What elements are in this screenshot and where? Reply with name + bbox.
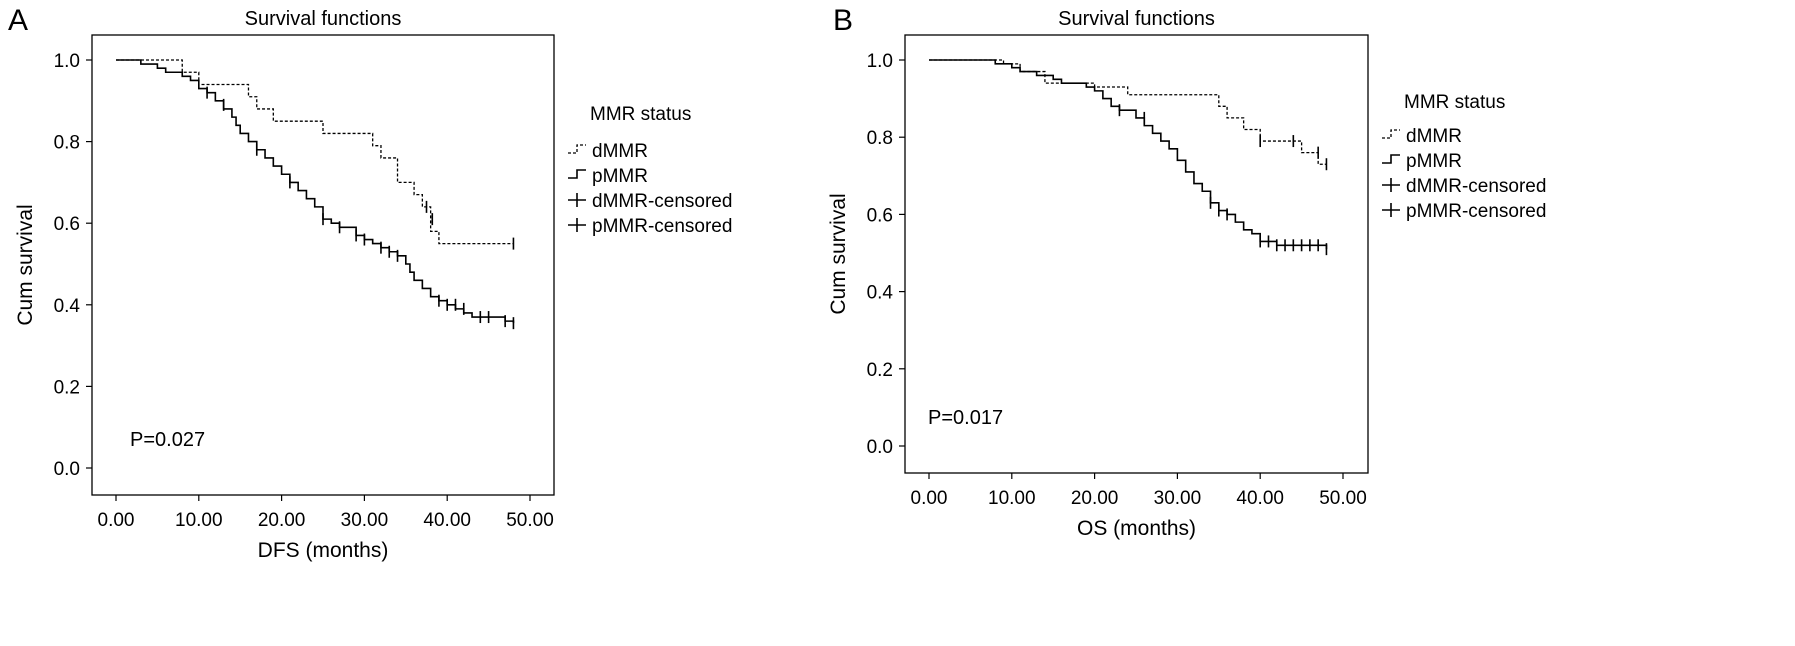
x-tick-label: 0.00 [98,510,135,531]
x-tick-label: 30.00 [1154,488,1202,509]
series-dmmr-curve [116,59,514,245]
legend-solid-step [568,169,586,179]
legend-title: MMR status [1404,92,1505,113]
p-value-annotation: P=0.027 [130,429,205,451]
chart-panel-a: A Survival functions 0.0 0.2 0.4 0.6 0.8 1.0 0.0… [8,4,732,562]
y-tick-label: 0.4 [867,283,894,304]
chart-title: Survival functions [1058,8,1215,30]
y-tick-label: 0.2 [867,360,893,381]
x-tick-label: 0.00 [911,488,948,509]
legend-entry-label: dMMR-censored [592,191,732,212]
y-tick-label: 0.0 [867,437,893,458]
legend-symbol-dmmr-censored [1382,178,1400,192]
legend-entry-label: dMMR [592,141,648,162]
legend-symbol-pmmr [1382,154,1400,164]
legend-entry-label: dMMR [1406,126,1462,147]
y-tick-label: 0.4 [54,296,81,317]
x-tick-label: 40.00 [1236,488,1284,509]
chart-title: Survival functions [245,8,402,30]
legend-symbol-pmmr [568,169,586,179]
y-tick-label: 0.2 [54,377,80,398]
legend-entry-label: pMMR-censored [1406,201,1546,222]
x-tick-label: 40.00 [423,510,471,531]
panel-label: A [8,4,28,37]
legend-dashed-step [568,144,586,154]
legend-title: MMR status [590,104,691,125]
p-value-annotation: P=0.017 [928,407,1003,429]
plot-frame [904,34,1369,474]
legend-symbol-dmmr-censored [568,193,586,207]
x-axis-label: OS (months) [1077,517,1196,540]
series-pmmr-curve [929,59,1328,250]
legend-solid-step [1382,154,1400,164]
x-axis-label: DFS (months) [258,539,389,562]
y-tick-label: 0.6 [867,205,893,226]
legend-symbol-pmmr-censored [568,218,586,232]
series-dmmr-curve [929,59,1327,165]
y-tick-label: 0.8 [867,128,893,149]
x-tick-label: 10.00 [175,510,223,531]
legend-dashed-step [1382,129,1400,139]
panel-label: B [833,4,853,37]
legend-symbol-pmmr-censored [1382,203,1400,217]
chart-panel-b: B Survival functions 0.0 0.2 0.4 0.6 0.8 1.0 0.0… [827,4,1546,540]
y-tick-label: 0.6 [54,214,80,235]
x-tick-label: 30.00 [341,510,389,531]
legend-symbol-dmmr [1382,129,1400,139]
x-tick-label: 10.00 [988,488,1036,509]
x-tick-label: 20.00 [1071,488,1119,509]
y-tick-label: 1.0 [54,51,80,72]
legend-entry-label: dMMR-censored [1406,176,1546,197]
series-pmmr-curve [116,59,515,324]
legend-entry-label: pMMR [592,166,648,187]
x-tick-label: 50.00 [506,510,554,531]
y-tick-label: 1.0 [867,51,893,72]
x-tick-label: 50.00 [1319,488,1367,509]
legend-entry-label: pMMR [1406,151,1462,172]
legend-entry-label: pMMR-censored [592,216,732,237]
y-tick-label: 0.8 [54,133,80,154]
y-axis-label: Cum survival [14,204,37,325]
y-axis-label: Cum survival [827,193,850,314]
plot-frame [91,34,555,496]
legend-symbol-dmmr [568,144,586,154]
x-tick-label: 20.00 [258,510,306,531]
y-tick-label: 0.0 [54,459,80,480]
